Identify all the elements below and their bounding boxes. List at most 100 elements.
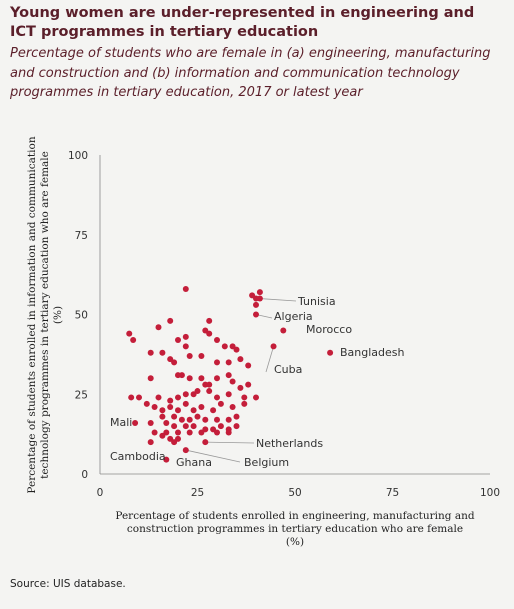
axis-labels: Percentage of students enrolled in engin… bbox=[26, 136, 475, 548]
data-point bbox=[182, 285, 189, 292]
data-point bbox=[147, 349, 154, 356]
y-tick-label: 50 bbox=[75, 310, 88, 322]
annotation-label: Tunisia bbox=[297, 295, 336, 308]
x-tick-label: 100 bbox=[480, 487, 500, 499]
data-point bbox=[167, 397, 174, 404]
axes bbox=[99, 155, 490, 475]
data-point bbox=[241, 394, 248, 401]
annotation-label: Netherlands bbox=[256, 437, 323, 450]
annotation-label: Morocco bbox=[306, 323, 352, 336]
data-point bbox=[171, 439, 178, 446]
annotated-data-point bbox=[132, 419, 139, 426]
annotated-data-point bbox=[147, 439, 154, 446]
annotated-data-point bbox=[163, 456, 170, 463]
x-tick-label: 25 bbox=[191, 487, 204, 499]
data-point bbox=[175, 394, 181, 401]
data-point bbox=[253, 301, 259, 308]
data-point bbox=[233, 423, 240, 430]
data-point bbox=[198, 404, 205, 411]
annotation-label: Cuba bbox=[274, 363, 302, 376]
data-point bbox=[225, 429, 232, 436]
data-point bbox=[171, 413, 178, 420]
data-point bbox=[217, 423, 224, 430]
source-note: Source: UIS database. bbox=[10, 578, 126, 590]
x-axis-label-line: (%) bbox=[286, 536, 304, 548]
data-point bbox=[225, 391, 232, 398]
data-point bbox=[225, 372, 232, 379]
data-point bbox=[206, 388, 213, 395]
data-point bbox=[182, 423, 189, 430]
data-point bbox=[136, 394, 142, 401]
data-point bbox=[182, 343, 189, 350]
data-point bbox=[159, 413, 166, 420]
data-point bbox=[190, 407, 197, 414]
annotation-label: Algeria bbox=[274, 310, 313, 323]
annotated-data-point bbox=[253, 311, 259, 318]
y-axis-label: Percentage of students enrolled in infor… bbox=[26, 136, 64, 493]
data-point bbox=[194, 388, 201, 395]
data-point bbox=[159, 349, 166, 356]
annotation-label: Ghana bbox=[176, 456, 212, 469]
data-point bbox=[186, 352, 193, 359]
data-point bbox=[245, 362, 252, 369]
data-points bbox=[126, 285, 334, 463]
data-point bbox=[167, 317, 174, 324]
data-point bbox=[210, 407, 217, 414]
data-point bbox=[159, 432, 166, 439]
y-axis-label-line: (%) bbox=[52, 306, 64, 324]
data-point bbox=[126, 330, 133, 337]
data-point bbox=[128, 394, 135, 401]
data-point bbox=[190, 423, 197, 430]
x-tick-label: 0 bbox=[97, 487, 104, 499]
x-axis-label-line: construction programmes in tertiary educ… bbox=[127, 523, 463, 535]
data-point bbox=[186, 416, 193, 423]
data-point bbox=[182, 391, 189, 398]
annotation-leader bbox=[205, 441, 255, 444]
data-point bbox=[214, 394, 220, 401]
data-point bbox=[253, 394, 259, 401]
data-point bbox=[237, 384, 244, 391]
y-axis-label-line: Percentage of students enrolled in infor… bbox=[26, 136, 38, 493]
data-point bbox=[214, 359, 220, 366]
data-point bbox=[221, 343, 228, 350]
data-point bbox=[225, 416, 232, 423]
annotation-label: Bangladesh bbox=[340, 346, 405, 359]
data-point bbox=[214, 375, 220, 382]
annotation-label: Cambodia bbox=[110, 450, 166, 463]
data-point bbox=[229, 404, 236, 411]
data-point bbox=[206, 381, 213, 388]
data-point bbox=[245, 381, 252, 388]
data-point bbox=[143, 400, 150, 407]
annotated-data-point bbox=[280, 327, 287, 334]
chart-subtitle: Percentage of students who are female in… bbox=[10, 46, 491, 100]
data-point bbox=[182, 400, 189, 407]
x-axis-label-line: Percentage of students enrolled in engin… bbox=[115, 510, 475, 522]
data-point bbox=[186, 375, 193, 382]
chart-title: Young women are under-represented in eng… bbox=[10, 5, 475, 40]
data-point bbox=[225, 359, 232, 366]
data-point bbox=[214, 416, 220, 423]
tick-labels: 0 25 50 75 100 0 25 50 75 100 bbox=[68, 150, 500, 499]
annotated-data-point bbox=[202, 439, 209, 446]
annotated-data-point bbox=[270, 343, 277, 350]
x-tick-label: 50 bbox=[288, 487, 301, 499]
annotation-leader bbox=[265, 346, 274, 373]
data-point bbox=[171, 359, 178, 366]
annotated-data-point bbox=[327, 349, 334, 356]
data-point bbox=[147, 419, 154, 426]
data-point bbox=[175, 337, 181, 344]
data-point bbox=[178, 372, 185, 379]
data-point bbox=[147, 375, 154, 382]
annotation-leaders bbox=[185, 298, 297, 463]
data-point bbox=[256, 289, 263, 296]
annotation-leader bbox=[185, 449, 241, 463]
data-point bbox=[186, 429, 193, 436]
data-point bbox=[175, 429, 181, 436]
data-point bbox=[214, 337, 220, 344]
data-point bbox=[202, 416, 209, 423]
data-point bbox=[229, 378, 236, 385]
y-tick-label: 75 bbox=[75, 230, 88, 242]
data-point bbox=[151, 404, 158, 411]
